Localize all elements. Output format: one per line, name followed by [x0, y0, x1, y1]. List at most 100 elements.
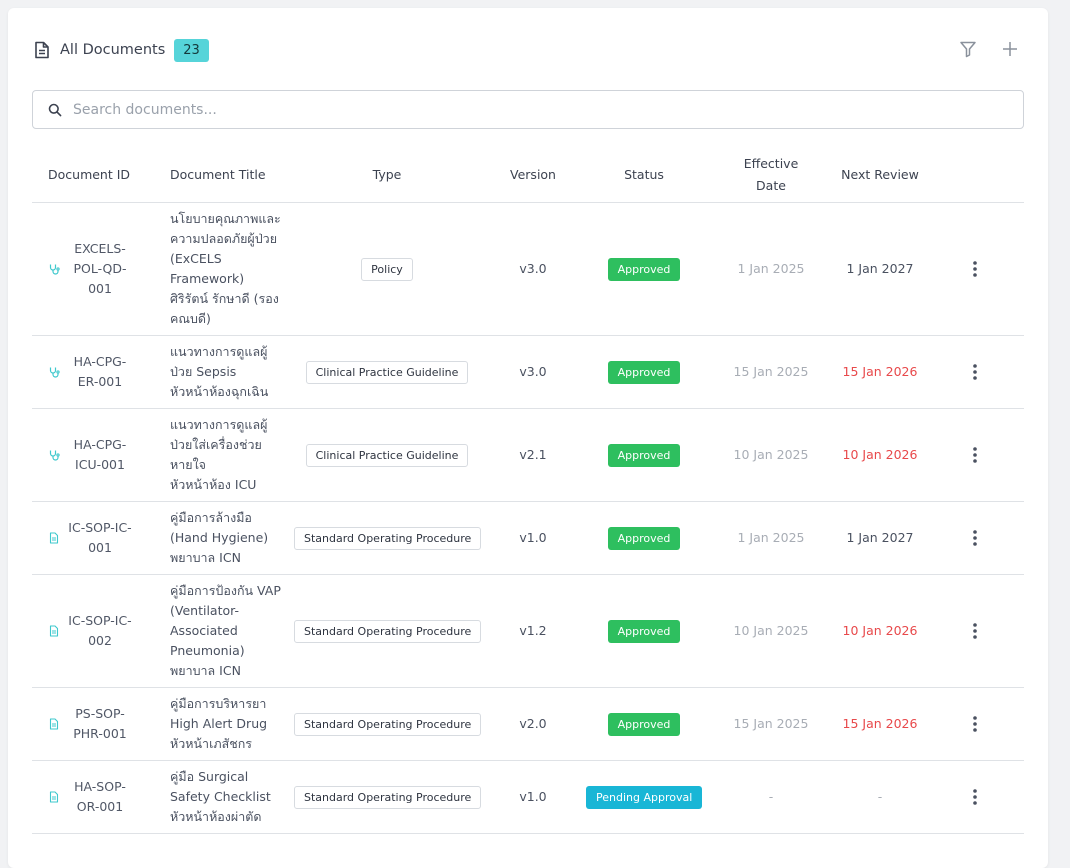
filter-button[interactable]	[958, 39, 978, 59]
row-actions-button[interactable]	[932, 260, 1018, 278]
version: v3.0	[486, 202, 580, 336]
document-title[interactable]: แนวทางการดูแลผู้ป่วยใส่เครื่องช่วยหายใจ	[170, 417, 268, 472]
status-badge: Pending Approval	[586, 785, 703, 809]
column-header-next-review[interactable]: Next Review	[834, 148, 926, 203]
document-id[interactable]: IC-SOP-IC-001	[68, 520, 132, 555]
column-header-type[interactable]: Type	[288, 148, 486, 203]
document-id[interactable]: HA-CPG-ER-001	[73, 354, 127, 389]
effective-date: 15 Jan 2025	[708, 687, 834, 761]
documents-card: All Documents 23	[8, 8, 1048, 868]
type-badge: Standard Operating Procedure	[294, 526, 482, 550]
row-actions-cell	[926, 687, 1024, 761]
status-badge: Approved	[607, 712, 681, 736]
type-cell: Clinical Practice Guideline	[288, 335, 486, 409]
row-actions-button[interactable]	[932, 715, 1018, 733]
next-review-date: 10 Jan 2026	[834, 574, 926, 688]
document-owner: พยาบาล ICN	[170, 550, 241, 565]
next-review-date: 15 Jan 2026	[834, 335, 926, 409]
document-id-cell: EXCELS-POL-QD-001	[32, 202, 164, 336]
next-review-date: 10 Jan 2026	[834, 408, 926, 502]
column-header-effective-date[interactable]: Effective Date	[708, 148, 834, 203]
document-id[interactable]: EXCELS-POL-QD-001	[73, 241, 127, 296]
document-id[interactable]: IC-SOP-IC-002	[68, 613, 132, 648]
row-actions-cell	[926, 408, 1024, 502]
documents-table: Document ID Document Title Type Version …	[32, 148, 1024, 834]
table-row[interactable]: IC-SOP-IC-002 คู่มือการป้องกัน VAP (Venti…	[32, 574, 1024, 688]
row-actions-cell	[926, 335, 1024, 409]
row-actions-cell	[926, 202, 1024, 336]
column-header-status[interactable]: Status	[580, 148, 708, 203]
type-cell: Standard Operating Procedure	[288, 760, 486, 834]
column-header-document-title[interactable]: Document Title	[164, 148, 288, 203]
status-cell: Approved	[580, 574, 708, 688]
status-cell: Approved	[580, 335, 708, 409]
filter-icon	[960, 41, 976, 58]
row-actions-button[interactable]	[932, 622, 1018, 640]
table-row[interactable]: HA-CPG-ICU-001 แนวทางการดูแลผู้ป่วยใส่เคร…	[32, 408, 1024, 502]
row-actions-button[interactable]	[932, 446, 1018, 464]
next-review-date: 1 Jan 2027	[834, 202, 926, 336]
document-id-cell: IC-SOP-IC-001	[32, 501, 164, 575]
type-cell: Standard Operating Procedure	[288, 501, 486, 575]
more-vertical-icon	[973, 623, 977, 639]
document-id-cell: HA-SOP-OR-001	[32, 760, 164, 834]
document-title-cell: แนวทางการดูแลผู้ป่วยใส่เครื่องช่วยหายใจห…	[164, 408, 288, 502]
status-cell: Approved	[580, 501, 708, 575]
type-badge: Standard Operating Procedure	[294, 619, 482, 643]
row-actions-button[interactable]	[932, 363, 1018, 381]
document-title[interactable]: คู่มือการล้างมือ (Hand Hygiene)	[170, 510, 269, 545]
row-actions-button[interactable]	[932, 788, 1018, 806]
document-owner: หัวหน้าห้อง ICU	[170, 477, 257, 492]
table-body: EXCELS-POL-QD-001 นโยบายคุณภาพและความปลอด…	[32, 202, 1024, 834]
status-badge: Approved	[607, 360, 681, 384]
document-id[interactable]: HA-CPG-ICU-001	[73, 437, 127, 472]
document-title-cell: คู่มือ Surgical Safety Checklist หัวหน้าห…	[164, 760, 288, 834]
search-icon	[48, 103, 62, 116]
document-id-cell: PS-SOP-PHR-001	[32, 687, 164, 761]
row-actions-cell	[926, 760, 1024, 834]
document-title-cell: นโยบายคุณภาพและความปลอดภัยผู้ป่วย (ExCEL…	[164, 202, 288, 336]
document-owner: พยาบาล ICN	[170, 663, 241, 678]
document-title[interactable]: คู่มือการบริหารยา High Alert Drug	[170, 696, 268, 731]
effective-date: 1 Jan 2025	[708, 501, 834, 575]
table-row[interactable]: HA-CPG-ER-001 แนวทางการดูแลผู้ป่วย Sepsis…	[32, 335, 1024, 409]
column-header-document-id[interactable]: Document ID	[32, 148, 164, 203]
add-document-button[interactable]	[1000, 39, 1020, 59]
file-icon	[48, 791, 68, 803]
column-header-version[interactable]: Version	[486, 148, 580, 203]
document-id[interactable]: HA-SOP-OR-001	[74, 779, 126, 814]
document-owner: หัวหน้าห้องผ่าตัด	[170, 809, 262, 824]
version: v1.2	[486, 574, 580, 688]
table-row[interactable]: PS-SOP-PHR-001 คู่มือการบริหารยา High Ale…	[32, 687, 1024, 761]
version: v1.0	[486, 760, 580, 834]
row-actions-cell	[926, 574, 1024, 688]
status-cell: Approved	[580, 408, 708, 502]
table-row[interactable]: HA-SOP-OR-001 คู่มือ Surgical Safety Chec…	[32, 760, 1024, 834]
table-row[interactable]: IC-SOP-IC-001 คู่มือการล้างมือ (Hand Hygi…	[32, 501, 1024, 575]
document-title[interactable]: แนวทางการดูแลผู้ป่วย Sepsis	[170, 344, 268, 379]
document-id[interactable]: PS-SOP-PHR-001	[73, 706, 127, 741]
search-box	[32, 90, 1024, 129]
table-row[interactable]: EXCELS-POL-QD-001 นโยบายคุณภาพและความปลอด…	[32, 202, 1024, 336]
document-title-cell: คู่มือการล้างมือ (Hand Hygiene) พยาบาล IC…	[164, 501, 288, 575]
search-input[interactable]	[71, 100, 1023, 119]
stethoscope-icon	[48, 366, 68, 378]
file-icon	[48, 625, 68, 637]
version: v2.1	[486, 408, 580, 502]
type-badge: Clinical Practice Guideline	[305, 360, 469, 384]
type-cell: Standard Operating Procedure	[288, 574, 486, 688]
stethoscope-icon	[48, 449, 68, 461]
next-review-date: 15 Jan 2026	[834, 687, 926, 761]
document-owner: หัวหน้าเภสัชกร	[170, 736, 252, 751]
document-title[interactable]: นโยบายคุณภาพและความปลอดภัยผู้ป่วย (ExCEL…	[170, 211, 281, 286]
document-title[interactable]: คู่มือ Surgical Safety Checklist	[170, 769, 271, 804]
column-header-actions	[926, 148, 1024, 203]
document-title[interactable]: คู่มือการป้องกัน VAP (Ventilator-Associa…	[170, 583, 281, 658]
document-icon	[35, 41, 49, 59]
status-cell: Approved	[580, 202, 708, 336]
status-badge: Approved	[607, 619, 681, 643]
document-title-cell: คู่มือการบริหารยา High Alert Drug หัวหน้า…	[164, 687, 288, 761]
more-vertical-icon	[973, 261, 977, 277]
row-actions-button[interactable]	[932, 529, 1018, 547]
effective-date: 1 Jan 2025	[708, 202, 834, 336]
